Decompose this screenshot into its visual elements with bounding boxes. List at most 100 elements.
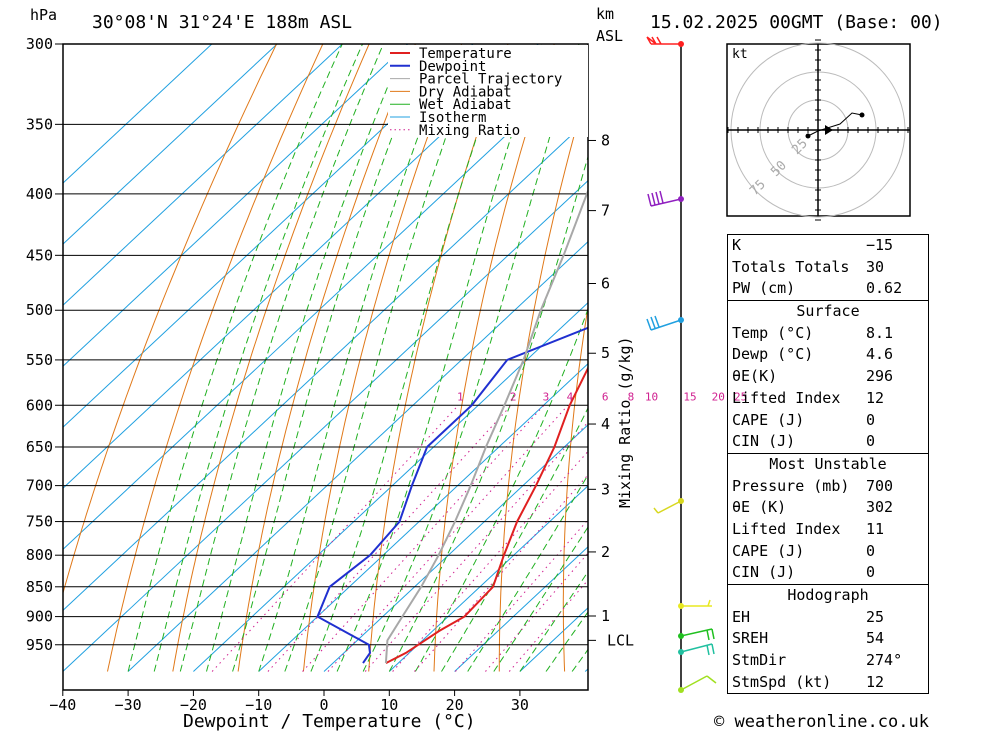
pressure-label: 300 (26, 35, 53, 53)
surface-row: Temp (°C) 8.1 (728, 323, 928, 345)
isotherm-line (323, 424, 588, 672)
surface-label: Lifted Index (732, 388, 841, 407)
pressure-label: 550 (26, 351, 53, 369)
wet-adiabat (388, 154, 588, 672)
height-label: 2 (601, 543, 610, 561)
x-tick-label: −40 (49, 696, 76, 714)
index-value: 30 (866, 257, 885, 276)
hodograph-stat-label: EH (732, 607, 751, 626)
wind-barb-dot (678, 633, 684, 639)
mixing-ratio-label: 10 (645, 390, 658, 403)
most-unstable-label: Pressure (mb) (732, 476, 850, 495)
most-unstable-label: Lifted Index (732, 519, 841, 538)
dry-adiabat (625, 44, 693, 672)
legend-label: Mixing Ratio (419, 123, 520, 139)
index-label: PW (cm) (732, 279, 796, 298)
mixing-ratio-line (455, 518, 588, 672)
location-title: 30°08'N 31°24'E 188m ASL (92, 12, 352, 33)
x-tick-label: 10 (380, 696, 398, 714)
wind-barb (653, 500, 682, 514)
wind-barb (646, 315, 682, 331)
storm-motion-marker (825, 125, 833, 135)
index-value: −15 (866, 236, 894, 254)
x-tick-label: 20 (446, 696, 464, 714)
wind-barb (647, 190, 682, 207)
height-label: 7 (601, 202, 610, 220)
most-unstable-label: θE (K) (732, 498, 787, 517)
surface-row: CIN (J) 0 (728, 431, 928, 453)
wet-adiabat (232, 44, 429, 672)
surface-row: Lifted Index 12 (728, 388, 928, 410)
most-unstable-value: 11 (866, 519, 885, 538)
isotherm-line (63, 44, 344, 306)
mixing-ratio-axis-title: Mixing Ratio (g/kg) (616, 336, 634, 508)
unit-km: km (596, 5, 614, 23)
pressure-label: 650 (26, 438, 53, 456)
wet-adiabat (284, 44, 481, 672)
isotherm-line (388, 485, 588, 672)
wind-barb-dot (678, 317, 684, 323)
unit-hpa: hPa (30, 6, 57, 24)
wet-adiabat (493, 526, 588, 672)
wind-barb-dot (678, 498, 684, 504)
height-label: 1 (601, 607, 610, 625)
x-tick-label: −30 (115, 696, 142, 714)
x-tick-label: −20 (180, 696, 207, 714)
wind-barb (646, 36, 681, 45)
pressure-label: 500 (26, 301, 53, 319)
mixing-ratio-label: 8 (628, 390, 635, 403)
surface-value: 4.6 (866, 345, 894, 364)
legend-label: Temperature (419, 46, 512, 62)
index-label: Totals Totals (732, 257, 850, 276)
pressure-label: 400 (26, 185, 53, 203)
x-tick-label: 0 (319, 696, 328, 714)
pressure-label: 700 (26, 477, 53, 495)
mixing-ratio-label: 15 (683, 390, 696, 403)
height-label: 5 (601, 344, 610, 362)
hodograph-point (859, 112, 865, 118)
dry-adiabat (237, 44, 416, 672)
most-unstable-value: 700 (866, 476, 894, 495)
x-tick-label: −10 (245, 696, 272, 714)
mixing-ratio-line (364, 421, 588, 672)
wet-adiabat (362, 44, 580, 672)
wind-barb-dot (678, 41, 684, 47)
index-value: 0.62 (866, 279, 903, 298)
most-unstable-value: 0 (866, 563, 876, 582)
surface-label: θE(K) (732, 367, 778, 386)
mixing-ratio-label: 3 (543, 390, 550, 403)
x-tick-label: 30 (511, 696, 529, 714)
hodograph-stat-value: 25 (866, 607, 885, 626)
surface-row: Dewp (°C) 4.6 (728, 344, 928, 366)
wind-barb-dot (678, 196, 684, 202)
wet-adiabat (153, 44, 364, 672)
wet-adiabat (336, 44, 543, 672)
mixing-ratio-line (211, 404, 459, 672)
index-row: K −15 (728, 235, 928, 257)
dry-adiabat (107, 44, 324, 672)
wet-adiabat (206, 44, 406, 672)
wet-adiabat (310, 44, 510, 672)
wind-barb-dot (678, 649, 684, 655)
pressure-label: 600 (26, 396, 53, 414)
credit: © weatheronline.co.uk (714, 712, 929, 732)
legend-label: Parcel Trajectory (419, 72, 562, 88)
index-label: K (732, 236, 742, 254)
height-label: 6 (601, 275, 610, 293)
hodograph-point (805, 133, 811, 139)
surface-label: CIN (J) (732, 432, 796, 451)
surface-value: 0 (866, 432, 876, 451)
surface-label: Temp (°C) (732, 323, 814, 342)
height-label: 8 (601, 131, 610, 149)
pressure-label: 800 (26, 546, 53, 564)
surface-value: 12 (866, 388, 885, 407)
hodograph-stat-value: 54 (866, 629, 885, 648)
legend-label: Dewpoint (419, 59, 486, 75)
wet-adiabat (258, 44, 454, 672)
hodograph-stat-row: StmSpd (kt) 12 (728, 672, 928, 694)
hodograph-stat-value: 274° (866, 651, 903, 670)
datetime-title: 15.02.2025 00GMT (Base: 00) (650, 12, 943, 33)
wind-barb (680, 675, 717, 691)
pressure-label: 850 (26, 578, 53, 596)
